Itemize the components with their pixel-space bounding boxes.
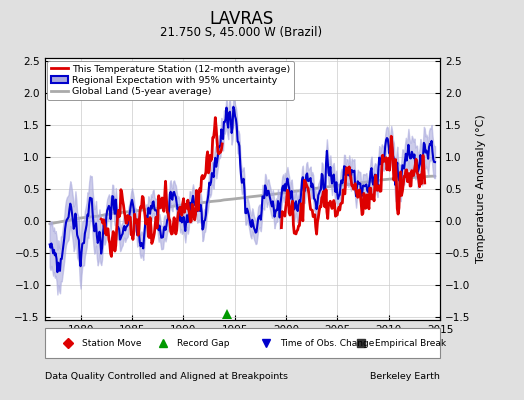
Text: LAVRAS: LAVRAS <box>209 10 273 28</box>
Text: Empirical Break: Empirical Break <box>375 338 446 348</box>
Text: Station Move: Station Move <box>82 338 141 348</box>
Text: 21.750 S, 45.000 W (Brazil): 21.750 S, 45.000 W (Brazil) <box>160 26 322 39</box>
Y-axis label: Temperature Anomaly (°C): Temperature Anomaly (°C) <box>476 115 486 263</box>
Text: Time of Obs. Change: Time of Obs. Change <box>280 338 374 348</box>
Text: Data Quality Controlled and Aligned at Breakpoints: Data Quality Controlled and Aligned at B… <box>45 372 288 381</box>
Text: Record Gap: Record Gap <box>177 338 230 348</box>
Legend: This Temperature Station (12-month average), Regional Expectation with 95% uncer: This Temperature Station (12-month avera… <box>47 61 294 100</box>
Text: Berkeley Earth: Berkeley Earth <box>370 372 440 381</box>
